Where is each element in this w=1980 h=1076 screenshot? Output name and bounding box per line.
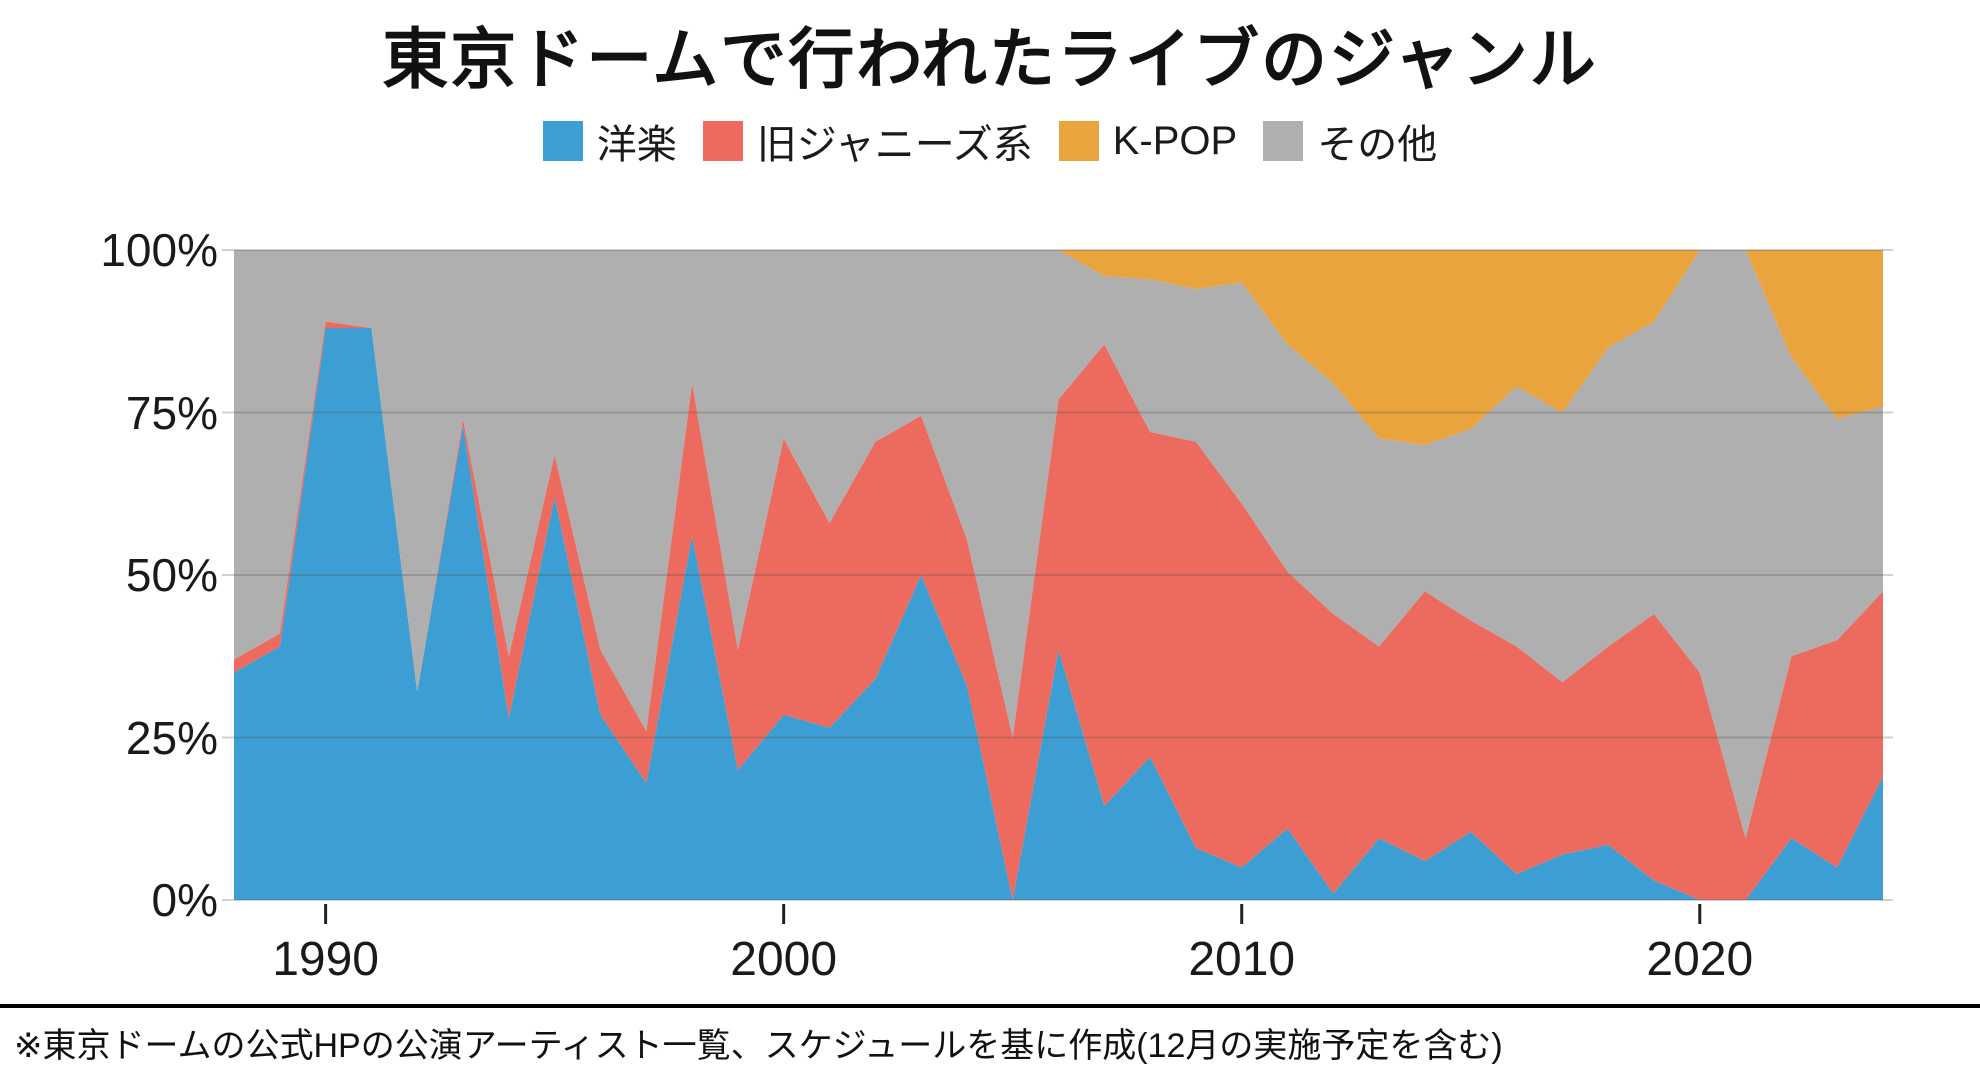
legend-label-yogaku: 洋楽 (596, 123, 677, 167)
legend-label-johnnys: 旧ジャニーズ系 (756, 123, 1033, 167)
chart-title: 東京ドームで行われたライブのジャンル (382, 22, 1598, 96)
legend-item-kpop: K-POP (1058, 118, 1238, 164)
y-axis-label-100%: 100% (100, 224, 218, 276)
y-axis-label-0%: 0% (151, 874, 218, 926)
y-axis-label-25%: 25% (125, 711, 218, 764)
legend-label-kpop: K-POP (1112, 118, 1238, 163)
legend-item-johnnys: 旧ジャニーズ系 (702, 112, 1033, 170)
legend-swatch-kpop (1058, 121, 1099, 161)
x-axis-label-2020: 2020 (1646, 933, 1754, 986)
area-johnnys (234, 321, 1883, 900)
legend-swatch-johnnys (702, 121, 743, 161)
legend-item-sonota: その他 (1263, 112, 1437, 170)
legend-label-sonota: その他 (1317, 123, 1438, 167)
x-axis-label-2010: 2010 (1188, 933, 1296, 986)
area-yogaku (234, 328, 1883, 900)
x-axis-label-2000: 2000 (730, 933, 838, 986)
legend-swatch-sonota (1263, 121, 1304, 161)
area-kpop (234, 250, 1883, 445)
legend-swatch-yogaku (542, 121, 583, 161)
y-axis-label-75%: 75% (125, 386, 218, 439)
chart-legend: 洋楽 旧ジャニーズ系 K-POP その他 (0, 112, 1980, 170)
footer-divider: ※東京ドームの公式HPの公演アーティスト一覧、スケジュールを基に作成(12月の実… (0, 1004, 1980, 1067)
x-axis-label-1990: 1990 (272, 933, 379, 986)
legend-item-yogaku: 洋楽 (542, 112, 677, 170)
source-note: ※東京ドームの公式HPの公演アーティスト一覧、スケジュールを基に作成(12月の実… (14, 1027, 1503, 1065)
area-sonota (234, 250, 1883, 839)
y-axis-label-50%: 50% (125, 549, 218, 601)
